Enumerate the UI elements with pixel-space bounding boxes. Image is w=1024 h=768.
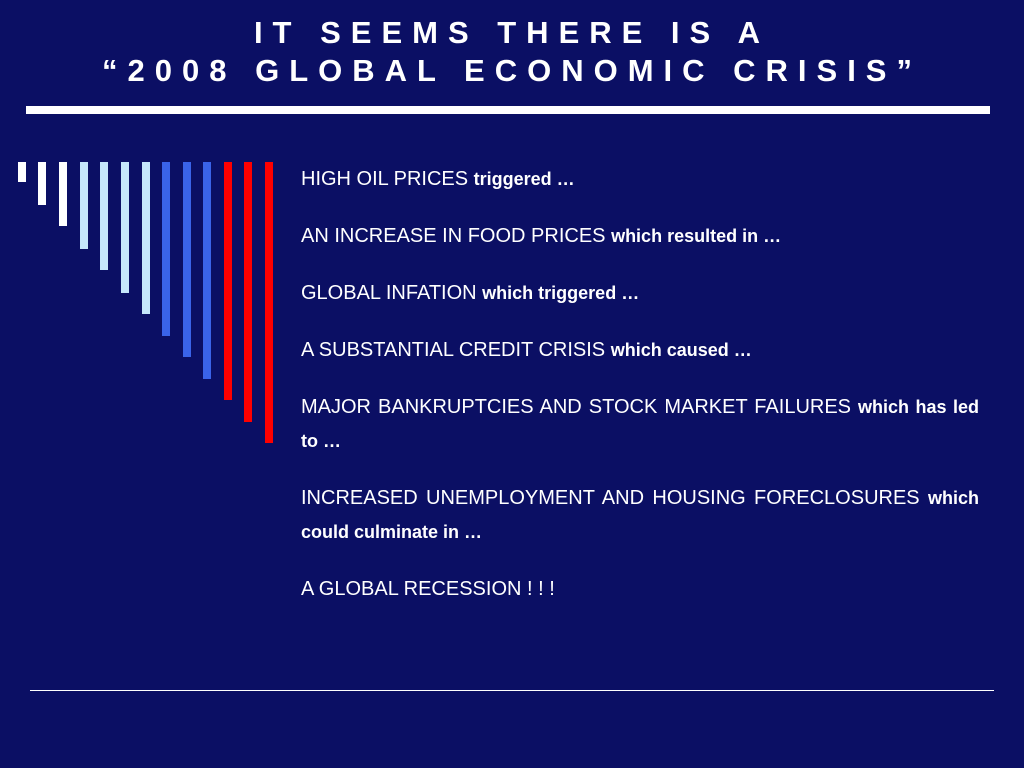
decorative-bars xyxy=(0,0,280,460)
list-item: AN INCREASE IN FOOD PRICES which resulte… xyxy=(301,225,782,247)
list-item: A GLOBAL RECESSION ! ! ! xyxy=(301,578,555,600)
decorative-bar xyxy=(244,162,252,422)
decorative-bar xyxy=(203,162,211,379)
list-item: HIGH OIL PRICES triggered … xyxy=(301,168,575,190)
title-underline xyxy=(26,106,990,114)
decorative-bar xyxy=(80,162,88,249)
decorative-bar xyxy=(265,162,273,443)
decorative-bar xyxy=(224,162,232,400)
decorative-bar xyxy=(121,162,129,293)
footer-divider xyxy=(30,690,994,691)
decorative-bar xyxy=(59,162,67,226)
title-line-2: “2008 GLOBAL ECONOMIC CRISIS” xyxy=(102,53,922,88)
title-line-1: IT SEEMS THERE IS A xyxy=(253,15,771,50)
list-item: INCREASED UNEMPLOYMENT AND HOUSING FOREC… xyxy=(301,487,979,542)
decorative-bar xyxy=(18,162,26,182)
crisis-chain-list: HIGH OIL PRICES triggered … AN INCREASE … xyxy=(301,162,979,629)
list-item: GLOBAL INFATION which triggered … xyxy=(301,282,640,304)
decorative-bar xyxy=(38,162,46,205)
decorative-bar xyxy=(183,162,191,357)
decorative-bar xyxy=(162,162,170,336)
decorative-bar xyxy=(100,162,108,270)
list-item: A SUBSTANTIAL CREDIT CRISIS which caused… xyxy=(301,339,752,361)
slide-title: IT SEEMS THERE IS A “2008 GLOBAL ECONOMI… xyxy=(0,14,1024,90)
list-item: MAJOR BANKRUPTCIES AND STOCK MARKET FAIL… xyxy=(301,396,979,451)
decorative-bar xyxy=(142,162,150,314)
